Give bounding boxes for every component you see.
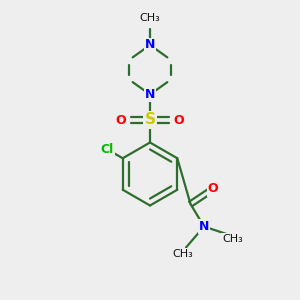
Text: O: O bbox=[174, 113, 184, 127]
Text: CH₃: CH₃ bbox=[222, 233, 243, 244]
Text: CH₃: CH₃ bbox=[172, 249, 194, 259]
Text: O: O bbox=[208, 182, 218, 196]
Text: N: N bbox=[145, 38, 155, 52]
Text: O: O bbox=[116, 113, 126, 127]
Text: N: N bbox=[199, 220, 209, 233]
Text: Cl: Cl bbox=[100, 143, 114, 156]
Text: N: N bbox=[145, 88, 155, 101]
Text: CH₃: CH₃ bbox=[140, 13, 160, 23]
Text: S: S bbox=[145, 112, 155, 128]
